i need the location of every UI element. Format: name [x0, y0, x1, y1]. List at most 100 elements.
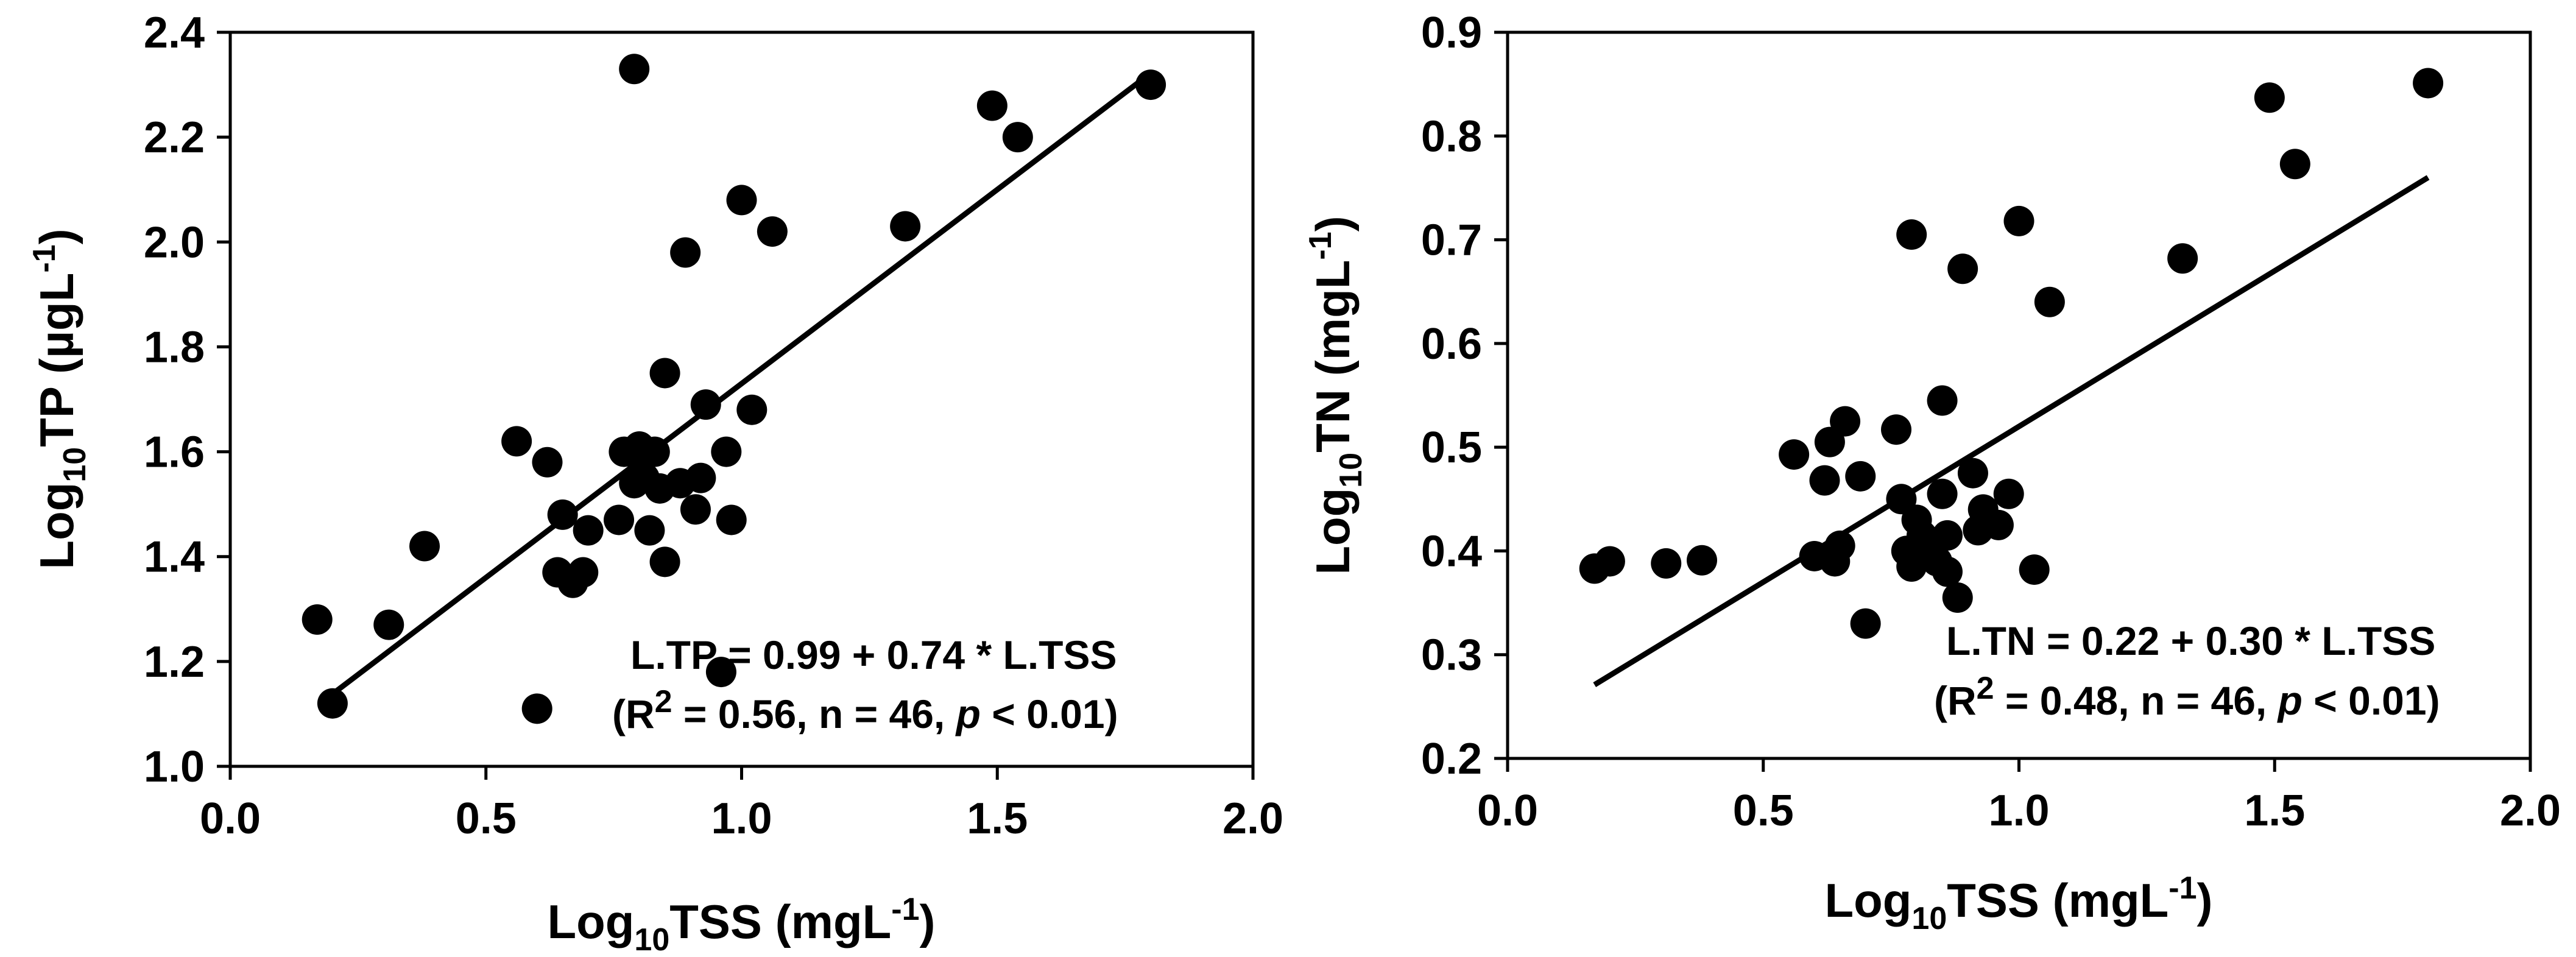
- p-value-tp: 0.01: [1026, 691, 1104, 736]
- data-point: [409, 531, 440, 562]
- equation-tn: L.TN = 0.22 + 0.30 * L.TSS: [1946, 618, 2435, 663]
- data-point: [685, 462, 716, 493]
- y-tick-label: 0.3: [1421, 631, 1482, 680]
- data-point: [649, 358, 680, 389]
- data-point: [1002, 122, 1033, 153]
- y-tick-label: 0.4: [1421, 527, 1482, 576]
- data-point: [373, 609, 404, 640]
- chart-tp: 1.0 1.2 1.4 1.6 1.8 2.0 2.2 2.4 0.0 0.5 1.0 1.5 2.0…: [27, 9, 1283, 957]
- y-tick-label: 1.6: [144, 428, 205, 477]
- x-tick-label: 0.0: [200, 794, 261, 843]
- x-tick-label: 0.0: [1477, 786, 1538, 835]
- n-value-tp: 46: [889, 691, 933, 736]
- stats-tp: (R2 = 0.56, n = 46, p < 0.01): [612, 684, 1118, 736]
- y-ticks-tp: 1.0 1.2 1.4 1.6 1.8 2.0 2.2 2.4: [144, 9, 230, 791]
- data-point: [711, 436, 742, 467]
- y-tick-label: 2.2: [144, 113, 205, 162]
- x-tick-label: 2.0: [1223, 794, 1283, 843]
- data-point: [1594, 546, 1625, 577]
- x-tick-label: 1.5: [967, 794, 1028, 843]
- data-point: [1932, 520, 1963, 551]
- data-point: [1845, 461, 1876, 492]
- r2-value-tn: 0.48: [2040, 678, 2118, 723]
- p-value-tn: 0.01: [2348, 678, 2426, 723]
- y-ticks-tn: 0.2 0.3 0.4 0.5 0.6 0.7 0.8 0.9: [1421, 9, 1508, 783]
- y-tick-label: 1.0: [144, 743, 205, 791]
- data-point: [2003, 205, 2034, 236]
- x-ticks-tn: 0.0 0.5 1.0 1.5 2.0: [1477, 758, 2561, 835]
- regression-line-tn: [1593, 175, 2430, 687]
- chart-tn: 0.2 0.3 0.4 0.5 0.6 0.7 0.8 0.9 0.0 0.5 1.0 1.5 2.0…: [1303, 9, 2561, 936]
- data-point: [1947, 253, 1978, 284]
- points-tn: [1579, 68, 2444, 639]
- r2-value-tp: 0.56: [718, 691, 796, 736]
- data-point: [705, 657, 736, 688]
- data-point: [1687, 545, 1718, 576]
- data-point: [302, 604, 333, 635]
- x-tick-label: 1.5: [2244, 786, 2305, 835]
- data-point: [1957, 457, 1988, 489]
- x-axis-label-tn: Log10TSS (mgL-1): [1824, 870, 2212, 936]
- x-tick-label: 1.0: [1988, 786, 2049, 835]
- data-point: [2019, 554, 2050, 585]
- y-tick-label: 0.5: [1421, 423, 1482, 472]
- data-point: [1850, 608, 1881, 639]
- x-tick-label: 0.5: [1733, 786, 1794, 835]
- data-point: [680, 494, 711, 525]
- data-point: [690, 389, 721, 420]
- data-point: [532, 447, 563, 478]
- stats-tn: (R2 = 0.48, n = 46, p < 0.01): [1934, 671, 2440, 723]
- data-point: [2254, 82, 2285, 113]
- data-point: [976, 90, 1007, 121]
- y-axis-label-tn: Log10TN (mgL-1): [1303, 216, 1369, 574]
- data-point: [757, 216, 788, 247]
- x-tick-label: 0.5: [456, 794, 517, 843]
- data-point: [726, 185, 757, 216]
- data-point: [501, 426, 532, 457]
- y-tick-label: 0.7: [1421, 216, 1482, 265]
- data-point: [2167, 243, 2198, 274]
- y-tick-label: 0.8: [1421, 112, 1482, 161]
- data-point: [568, 557, 599, 588]
- data-point: [736, 394, 768, 425]
- y-tick-label: 0.6: [1421, 320, 1482, 369]
- data-point: [1881, 414, 1912, 445]
- data-point: [670, 237, 701, 268]
- data-point: [1927, 478, 1958, 509]
- data-point: [1809, 465, 1840, 496]
- data-point: [1779, 439, 1810, 470]
- equation-tp: L.TP = 0.99 + 0.74 * L.TSS: [630, 632, 1117, 677]
- data-point: [604, 504, 635, 535]
- data-point: [716, 504, 747, 535]
- x-tick-label: 2.0: [2500, 786, 2561, 835]
- data-point: [634, 515, 665, 546]
- data-point: [649, 546, 680, 577]
- data-point: [619, 54, 650, 85]
- data-point: [1651, 548, 1682, 579]
- n-value-tn: 46: [2211, 678, 2255, 723]
- data-point: [1896, 219, 1927, 250]
- data-point: [1830, 406, 1861, 437]
- points-tp: [302, 54, 1166, 724]
- y-tick-label: 1.4: [144, 533, 205, 582]
- data-point: [521, 693, 552, 724]
- y-tick-label: 0.2: [1421, 735, 1482, 783]
- y-tick-label: 1.8: [144, 323, 205, 372]
- y-tick-label: 1.2: [144, 638, 205, 687]
- data-point: [890, 211, 921, 242]
- data-point: [1993, 478, 2024, 509]
- y-axis-label-tp: Log10TP (µgL-1): [27, 228, 93, 569]
- x-tick-label: 1.0: [711, 794, 772, 843]
- data-point: [2413, 68, 2444, 99]
- data-point: [1942, 582, 1973, 613]
- data-point: [1932, 556, 1963, 587]
- data-point: [2034, 286, 2065, 317]
- regression-line-tp: [331, 71, 1152, 696]
- data-point: [1983, 509, 2014, 540]
- data-point: [2279, 149, 2310, 180]
- y-tick-label: 0.9: [1421, 9, 1482, 57]
- data-point: [1814, 426, 1845, 457]
- y-tick-label: 2.0: [144, 218, 205, 267]
- data-point: [317, 688, 348, 719]
